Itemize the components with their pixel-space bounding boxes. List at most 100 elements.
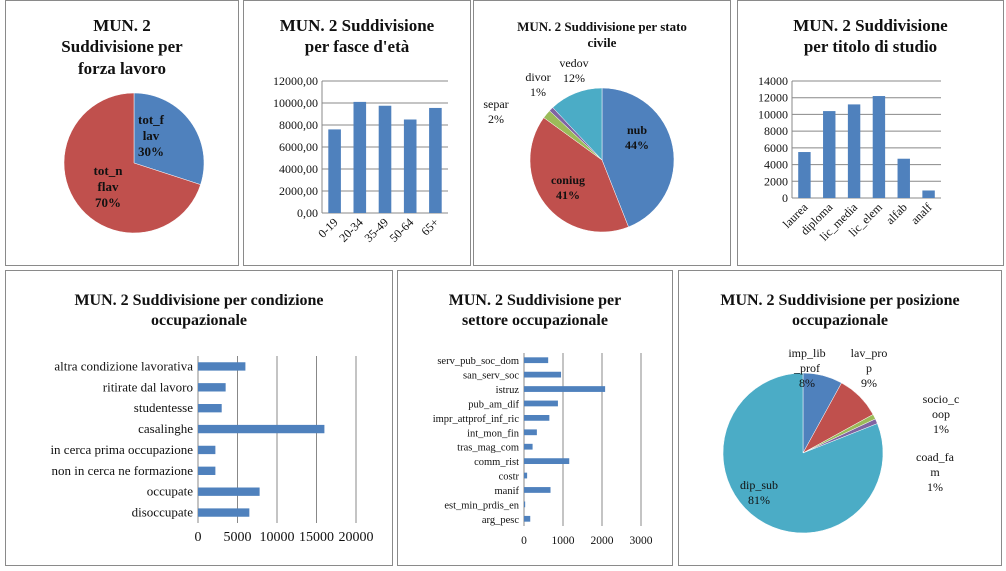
- y-tick-label: 8000,00: [279, 118, 318, 132]
- bar-istruz: [524, 386, 606, 392]
- x-tick-label: 20-34: [336, 215, 366, 245]
- y-tick-label: tras_mag_com: [457, 443, 519, 454]
- pie-percent: 1%: [927, 480, 943, 494]
- bar-int_mon_fin: [524, 429, 537, 436]
- chart-canvas: 0 1000 2000 3000 serv_pub_soc_dom san_serv_so…: [433, 353, 653, 547]
- pie-label: m: [930, 465, 940, 479]
- y-tick-label: non in cerca ne formazione: [52, 463, 194, 478]
- pie-slice-vedov: [552, 87, 603, 161]
- bar-50-64: [403, 119, 417, 213]
- chart-title: MUN. 2 Suddivisione per stato civile: [517, 19, 687, 51]
- pie-percent: 41%: [556, 188, 580, 202]
- bar-analf: [922, 190, 935, 198]
- bar-costr: [524, 472, 528, 479]
- pie-percent: 8%: [799, 376, 815, 390]
- pie-slice-tot_nflav: [63, 92, 201, 234]
- pie-percent: 12%: [563, 71, 585, 85]
- bar-serv_pub_soc_dom: [524, 357, 549, 364]
- pie-percent: 44%: [625, 138, 649, 152]
- x-tick-label: 3000: [630, 535, 653, 547]
- bar-ritirate dal lavoro: [198, 383, 226, 392]
- pie-percent: 1%: [530, 85, 546, 99]
- chart-title: MUN. 2 Suddivisione per condizione occup…: [74, 292, 324, 329]
- chart-panel-fasce-eta: MUN. 2 Suddivisione per fasce d'età 0,00…: [243, 0, 471, 266]
- pie-percent: 9%: [861, 376, 877, 390]
- y-tick-label: san_serv_soc: [463, 371, 519, 382]
- bar-impr_attprof_inf_ric: [524, 414, 550, 421]
- bar-manif: [524, 487, 551, 493]
- y-tick-label: int_mon_fin: [467, 428, 520, 439]
- y-tick-label: 6000: [764, 141, 788, 155]
- y-tick-label: istruz: [496, 385, 520, 396]
- y-tick-label: casalinghe: [138, 421, 193, 436]
- bar-altra condizione lavorativa: [198, 362, 246, 371]
- chart-panel-stato-civile: MUN. 2 Suddivisione per stato civile nub…: [473, 0, 731, 266]
- pie-label: oop: [932, 407, 950, 421]
- bar-arg_pesc: [524, 515, 531, 522]
- y-tick-label: arg_pesc: [482, 515, 519, 526]
- chart-title: MUN. 2 Suddivisione per settore occupazi…: [448, 292, 622, 329]
- bar-35-49: [378, 105, 392, 213]
- x-tick-label: 35-49: [361, 215, 391, 245]
- bar-est_min_prdis_en: [524, 501, 526, 508]
- bar-lic_media: [847, 104, 861, 198]
- pie-label: coniug: [551, 173, 585, 187]
- pie-percent: 70%: [95, 195, 121, 210]
- pie-label: imp_lib: [788, 346, 825, 360]
- y-tick-label: manif: [495, 486, 520, 497]
- chart-panel-forza-lavoro: MUN. 2 Suddivisione per forza lavoro tot…: [5, 0, 239, 266]
- y-tick-label: studentesse: [134, 400, 193, 415]
- y-tick-label: ritirate dal lavoro: [103, 379, 193, 394]
- pie-label: socio_c: [923, 392, 960, 406]
- y-tick-label: serv_pub_soc_dom: [437, 356, 519, 367]
- y-tick-label: 0: [782, 191, 788, 205]
- y-tick-label: 4000: [764, 158, 788, 172]
- bar-san_serv_soc: [524, 371, 562, 378]
- pie-label: flav: [98, 179, 119, 194]
- bar-alfab: [897, 158, 910, 198]
- x-tick-label: 20000: [339, 530, 374, 545]
- pie-label: tot_f: [138, 112, 165, 127]
- x-tick-label: analf: [908, 200, 935, 227]
- y-tick-label: 6000,00: [279, 140, 318, 154]
- chart-canvas: 0,00 2000,00 4000,00 6000,00 8000,00 10000,00…: [273, 74, 448, 245]
- chart-panel-posizione-occupazionale: MUN. 2 Suddivisione per posizione occupa…: [678, 270, 1002, 566]
- chart-title: MUN. 2 Suddivisione per forza lavoro: [61, 16, 183, 78]
- y-tick-label: 2000: [764, 174, 788, 188]
- pie-percent: 81%: [748, 493, 770, 507]
- chart-title: MUN. 2 Suddivisione per fasce d'età: [279, 16, 435, 57]
- bar-65+: [429, 107, 442, 213]
- bar-0-19: [328, 129, 341, 213]
- x-tick-label: 50-64: [387, 215, 417, 245]
- y-tick-label: 14000: [758, 74, 788, 88]
- chart-canvas: 0 5000 10000 15000 20000 altra condizione lav…: [50, 356, 374, 545]
- y-tick-label: 10000: [758, 107, 788, 121]
- pie-label: tot_n: [94, 163, 124, 178]
- pie-label: vedov: [559, 56, 588, 70]
- y-tick-label: 0,00: [297, 206, 318, 220]
- x-tick-label: 2000: [591, 535, 614, 547]
- pie-label: separ: [483, 97, 508, 111]
- y-tick-label: 12000,00: [273, 74, 318, 88]
- y-tick-label: comm_rist: [474, 457, 519, 468]
- pie-percent: 2%: [488, 112, 504, 126]
- pie-slice-tot_flav: [133, 92, 205, 185]
- y-tick-label: 10000,00: [273, 96, 318, 110]
- chart-title: MUN. 2 Suddivisione per titolo di studio: [793, 16, 948, 57]
- pie-percent: 30%: [138, 144, 164, 159]
- pie-slice-coniug: [529, 117, 629, 233]
- x-tick-label: 5000: [224, 530, 252, 545]
- x-tick-label: 15000: [299, 530, 334, 545]
- bar-occupate: [198, 487, 260, 496]
- pie-slice-nub: [601, 87, 675, 228]
- y-tick-label: 12000: [758, 91, 788, 105]
- bar-pub_am_dif: [524, 400, 558, 407]
- x-tick-label: 0: [521, 535, 527, 547]
- pie-label: nub: [627, 123, 647, 137]
- pie-label: lav: [143, 128, 160, 143]
- y-tick-label: 4000,00: [279, 162, 318, 176]
- bar-lic_elem: [872, 96, 886, 198]
- bar-non in cerca ne formazione: [198, 466, 216, 475]
